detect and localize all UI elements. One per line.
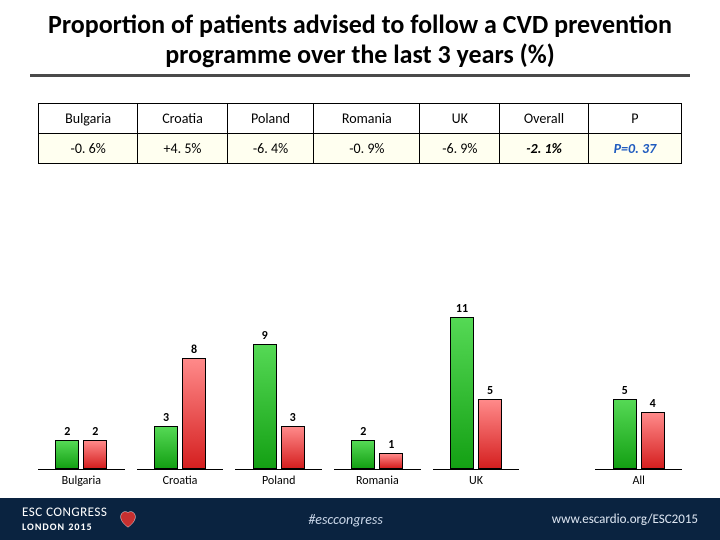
bar-green: 2: [351, 440, 375, 469]
footer-url: www.escardio.org/ESC2015: [552, 512, 698, 527]
category-label: Poland: [262, 474, 295, 488]
chart-group: 93Poland: [235, 319, 322, 488]
bar-green: 2: [55, 440, 79, 469]
footer-left: ESC CONGRESS LONDON 2015: [22, 505, 139, 533]
col-romania: Romania: [314, 103, 420, 133]
title-block: Proportion of patients advised to follow…: [0, 0, 720, 83]
bar-value: 1: [380, 438, 402, 452]
bar-green: 11: [450, 317, 474, 469]
col-croatia: Croatia: [138, 103, 227, 133]
bar-value: 2: [56, 425, 78, 439]
bar-pair: 93: [253, 319, 305, 469]
category-label: Romania: [356, 474, 399, 488]
bar-value: 11: [451, 302, 473, 316]
chart-group: 115UK: [433, 319, 520, 488]
bar-pair: 54: [613, 319, 665, 469]
bar-chart: 22Bulgaria38Croatia93Poland21Romania115U…: [38, 184, 682, 488]
chart-group: 21 Romania: [334, 319, 421, 488]
col-overall: Overall: [500, 103, 589, 133]
table-row: -0. 6% +4. 5% -6. 4% -0. 9% -6. 9% -2. 1…: [39, 133, 682, 163]
page-title: Proportion of patients advised to follow…: [30, 10, 690, 70]
axis-line: [235, 469, 322, 470]
bar-value: 5: [479, 384, 501, 398]
axis-line: [595, 469, 682, 470]
bar-red: 4: [641, 412, 665, 469]
data-table: Bulgaria Croatia Poland Romania UK Overa…: [38, 103, 682, 164]
bar-pair: 115: [450, 319, 502, 469]
bar-pair: 38: [154, 319, 206, 469]
bar-value: 2: [352, 425, 374, 439]
axis-line: [137, 469, 224, 470]
category-label: Croatia: [163, 474, 198, 488]
table-header-row: Bulgaria Croatia Poland Romania UK Overa…: [39, 103, 682, 133]
bar-pair: 21: [351, 319, 403, 469]
bar-value: 3: [155, 411, 177, 425]
cell-poland: -6. 4%: [227, 133, 314, 163]
bar-pair: 22: [55, 319, 107, 469]
cell-romania: -0. 9%: [314, 133, 420, 163]
footer-hashtag: #esccongress: [308, 511, 382, 528]
bar-red: 5: [478, 399, 502, 469]
axis-line: [334, 469, 421, 470]
bar-value: 9: [254, 329, 276, 343]
axis-line: [433, 469, 520, 470]
col-p: P: [588, 103, 681, 133]
cell-overall: -2. 1%: [500, 133, 589, 163]
chart-group: 22 Bulgaria: [38, 319, 125, 488]
footer-line2: LONDON 2015: [22, 520, 107, 533]
category-label: UK: [469, 474, 483, 488]
bar-value: 2: [84, 425, 106, 439]
col-uk: UK: [420, 103, 500, 133]
bar-green: 5: [613, 399, 637, 469]
category-label: All: [632, 474, 644, 488]
cell-bulgaria: -0. 6%: [39, 133, 138, 163]
footer-line1: ESC CONGRESS: [22, 505, 107, 520]
cell-croatia: +4. 5%: [138, 133, 227, 163]
bar-value: 8: [183, 343, 205, 357]
chart-group: 38Croatia: [137, 319, 224, 488]
bar-red: 3: [281, 426, 305, 469]
bar-red: 1: [379, 453, 403, 469]
bar-value: 5: [614, 384, 636, 398]
heart-icon: [117, 508, 139, 530]
bar-value: 3: [282, 411, 304, 425]
axis-line: [38, 469, 125, 470]
category-label: Bulgaria: [62, 474, 101, 488]
footer-bar: ESC CONGRESS LONDON 2015 #esccongress ww…: [0, 498, 720, 540]
cell-p: P=0. 37: [588, 133, 681, 163]
bar-value: 4: [642, 397, 664, 411]
bar-red: 2: [83, 440, 107, 469]
bar-green: 3: [154, 426, 178, 469]
bar-green: 9: [253, 344, 277, 469]
chart-group: 54 All: [595, 319, 682, 488]
bar-red: 8: [182, 358, 206, 469]
col-poland: Poland: [227, 103, 314, 133]
title-underline: [30, 74, 690, 77]
cell-uk: -6. 9%: [420, 133, 500, 163]
footer-branding-text: ESC CONGRESS LONDON 2015: [22, 505, 107, 533]
col-bulgaria: Bulgaria: [39, 103, 138, 133]
